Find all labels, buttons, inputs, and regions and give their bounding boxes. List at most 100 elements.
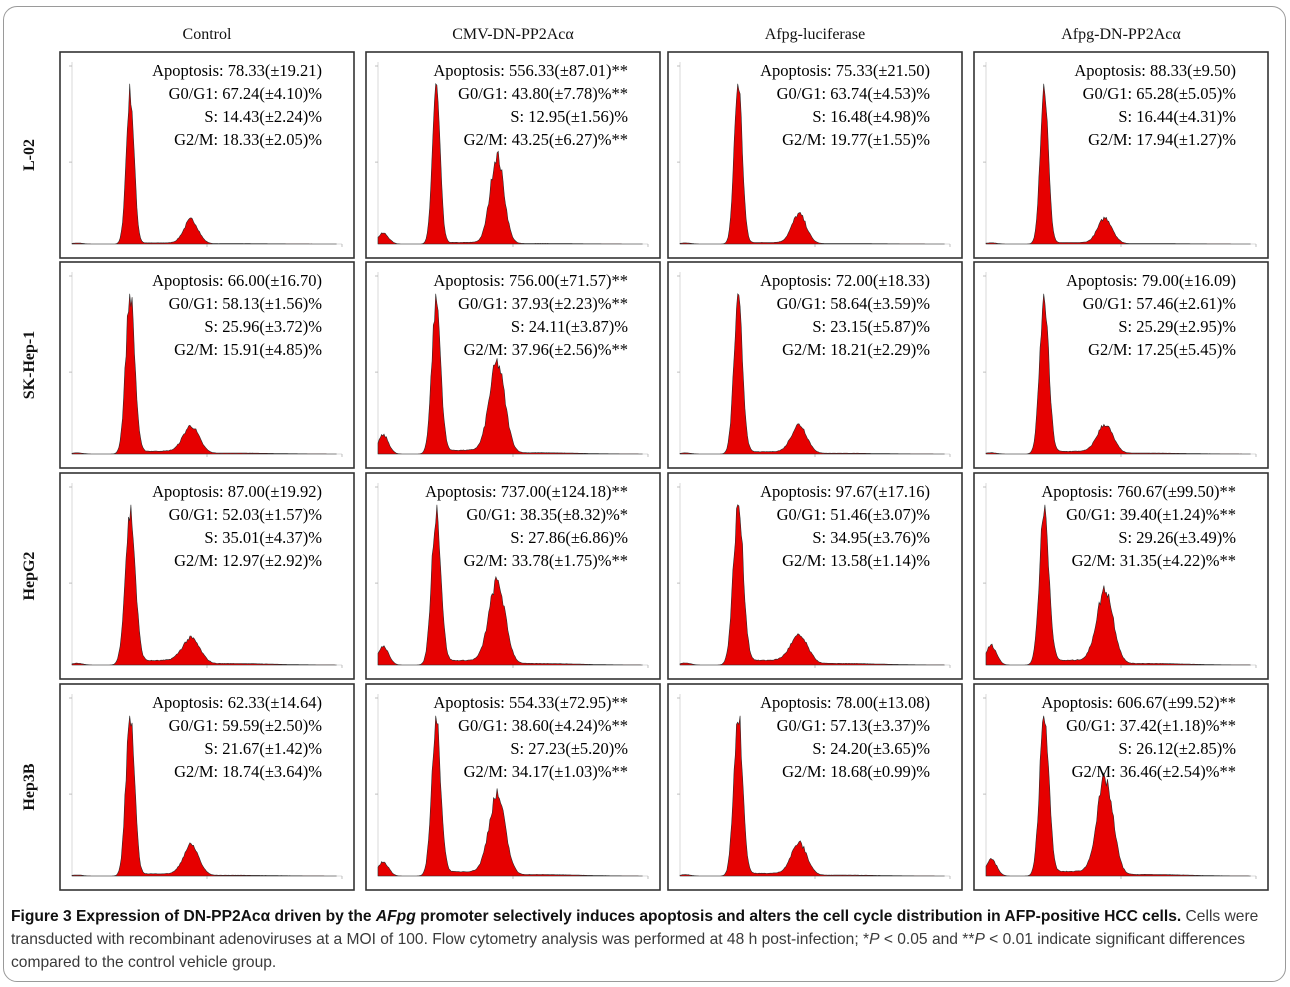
stat-line: Apoptosis: 756.00(±71.57)** (433, 271, 628, 290)
stat-line: Apoptosis: 737.00(±124.18)** (425, 482, 628, 501)
stat-line: G0/G1: 59.59(±2.50)% (169, 716, 323, 735)
stat-line: G0/G1: 38.35(±8.32)%* (466, 505, 628, 524)
stat-line: Apoptosis: 66.00(±16.70) (152, 271, 322, 290)
histogram-area (377, 83, 643, 245)
histogram-area (71, 293, 337, 455)
panel-border (667, 51, 963, 259)
row-header: L-02 (21, 139, 38, 171)
stat-line: G0/G1: 37.93(±2.23)%** (458, 294, 628, 313)
caption-body-part3: < 0.01 indicate significant differences … (11, 931, 1246, 971)
stat-line: Apoptosis: 606.67(±99.52)** (1041, 693, 1236, 712)
histogram-area (71, 504, 337, 666)
panel-border (59, 51, 355, 259)
stat-line: G2/M: 34.17(±1.03)%** (464, 762, 628, 781)
column-header: Control (183, 26, 232, 43)
histogram-area (377, 715, 643, 877)
stat-line: G0/G1: 58.13(±1.56)% (169, 294, 323, 313)
panel-border (365, 51, 661, 259)
histogram-area (679, 293, 945, 455)
row-header: SK-Hep-1 (21, 331, 38, 399)
stat-line: G0/G1: 37.42(±1.18)%** (1066, 716, 1236, 735)
stat-line: S: 12.95(±1.56)% (510, 107, 628, 126)
histogram-panel: Apoptosis: 87.00(±19.92) G0/G1: 52.03(±1.… (59, 472, 355, 680)
caption-body-part2: < 0.05 and ** (879, 931, 975, 948)
stat-line: Apoptosis: 78.33(±19.21) (152, 61, 322, 80)
stat-line: G2/M: 13.58(±1.14)% (782, 551, 930, 570)
histogram-panel: Apoptosis: 78.00(±13.08) G0/G1: 57.13(±3.… (667, 683, 963, 891)
stat-line: Apoptosis: 760.67(±99.50)** (1041, 482, 1236, 501)
panel-border (973, 261, 1269, 469)
histogram-area (985, 715, 1251, 877)
panel-border (365, 261, 661, 469)
histogram-area (985, 504, 1251, 666)
panel-border (973, 51, 1269, 259)
histogram-panel: Apoptosis: 78.33(±19.21) G0/G1: 67.24(±4.… (59, 51, 355, 259)
stat-line: G2/M: 36.46(±2.54)%** (1072, 762, 1236, 781)
stat-line: S: 25.96(±3.72)% (204, 317, 322, 336)
stat-line: G2/M: 17.94(±1.27)% (1088, 130, 1236, 149)
stat-line: S: 27.86(±6.86)% (510, 528, 628, 547)
histogram-area (679, 83, 945, 245)
stat-line: Apoptosis: 62.33(±14.64) (152, 693, 322, 712)
histogram-panel: Apoptosis: 75.33(±21.50) G0/G1: 63.74(±4.… (667, 51, 963, 259)
stat-line: S: 24.20(±3.65)% (812, 739, 930, 758)
stat-line: G2/M: 12.97(±2.92)% (174, 551, 322, 570)
stat-line: G0/G1: 57.46(±2.61)% (1083, 294, 1237, 313)
stat-line: Apoptosis: 88.33(±9.50) (1074, 61, 1236, 80)
histogram-panel: Apoptosis: 556.33(±87.01)** G0/G1: 43.80(… (365, 51, 661, 259)
stat-line: G2/M: 18.68(±0.99)% (782, 762, 930, 781)
caption-label: Figure 3 (11, 908, 72, 925)
caption-p1: P (869, 931, 880, 948)
stat-line: G0/G1: 39.40(±1.24)%** (1066, 505, 1236, 524)
stat-line: Apoptosis: 72.00(±18.33) (760, 271, 930, 290)
stat-line: G0/G1: 57.13(±3.37)% (777, 716, 931, 735)
stat-line: Apoptosis: 554.33(±72.95)** (433, 693, 628, 712)
stat-line: S: 23.15(±5.87)% (812, 317, 930, 336)
histogram-area (985, 293, 1251, 455)
histogram-panel: Apoptosis: 62.33(±14.64) G0/G1: 59.59(±2.… (59, 683, 355, 891)
histogram-panel: Apoptosis: 606.67(±99.52)** G0/G1: 37.42(… (973, 683, 1269, 891)
histogram-area (71, 715, 337, 877)
stat-line: G2/M: 18.21(±2.29)% (782, 340, 930, 359)
stat-line: G0/G1: 38.60(±4.24)%** (458, 716, 628, 735)
stat-line: S: 26.12(±2.85)% (1118, 739, 1236, 758)
stat-line: S: 16.48(±4.98)% (812, 107, 930, 126)
panel-border (365, 683, 661, 891)
histogram-area (679, 504, 945, 666)
stat-line: S: 14.43(±2.24)% (204, 107, 322, 126)
panel-border (973, 683, 1269, 891)
histogram-area (679, 715, 945, 877)
stat-line: G2/M: 15.91(±4.85)% (174, 340, 322, 359)
stat-line: Apoptosis: 556.33(±87.01)** (433, 61, 628, 80)
caption-title-italic: AFpg (375, 908, 416, 925)
column-header: CMV-DN-PP2Acα (452, 26, 574, 43)
histogram-panel: Apoptosis: 72.00(±18.33) G0/G1: 58.64(±3.… (667, 261, 963, 469)
panel-border (59, 472, 355, 680)
stat-line: S: 27.23(±5.20)% (510, 739, 628, 758)
column-header: Afpg-luciferase (765, 26, 865, 43)
histogram-panel: Apoptosis: 554.33(±72.95)** G0/G1: 38.60(… (365, 683, 661, 891)
panel-border (365, 472, 661, 680)
stat-line: Apoptosis: 75.33(±21.50) (760, 61, 930, 80)
panel-border (59, 261, 355, 469)
row-header: HepG2 (21, 552, 38, 601)
stat-line: G2/M: 31.35(±4.22)%** (1072, 551, 1236, 570)
stat-line: G0/G1: 58.64(±3.59)% (777, 294, 931, 313)
stat-line: S: 34.95(±3.76)% (812, 528, 930, 547)
stat-line: G2/M: 18.33(±2.05)% (174, 130, 322, 149)
stat-line: G2/M: 18.74(±3.64)% (174, 762, 322, 781)
column-header: Afpg-DN-PP2Acα (1061, 26, 1181, 43)
stat-line: G2/M: 17.25(±5.45)% (1088, 340, 1236, 359)
histogram-panel: Apoptosis: 66.00(±16.70) G0/G1: 58.13(±1.… (59, 261, 355, 469)
stat-line: Apoptosis: 87.00(±19.92) (152, 482, 322, 501)
stat-line: S: 21.67(±1.42)% (204, 739, 322, 758)
stat-line: S: 25.29(±2.95)% (1118, 317, 1236, 336)
stat-line: G0/G1: 51.46(±3.07)% (777, 505, 931, 524)
stat-line: G0/G1: 63.74(±4.53)% (777, 84, 931, 103)
panel-border (973, 472, 1269, 680)
stat-line: S: 24.11(±3.87)% (511, 317, 628, 336)
stat-line: S: 35.01(±4.37)% (204, 528, 322, 547)
panel-border (667, 472, 963, 680)
caption-title-part1: Expression of DN-PP2Acα driven by the (76, 908, 372, 925)
panel-border (59, 683, 355, 891)
